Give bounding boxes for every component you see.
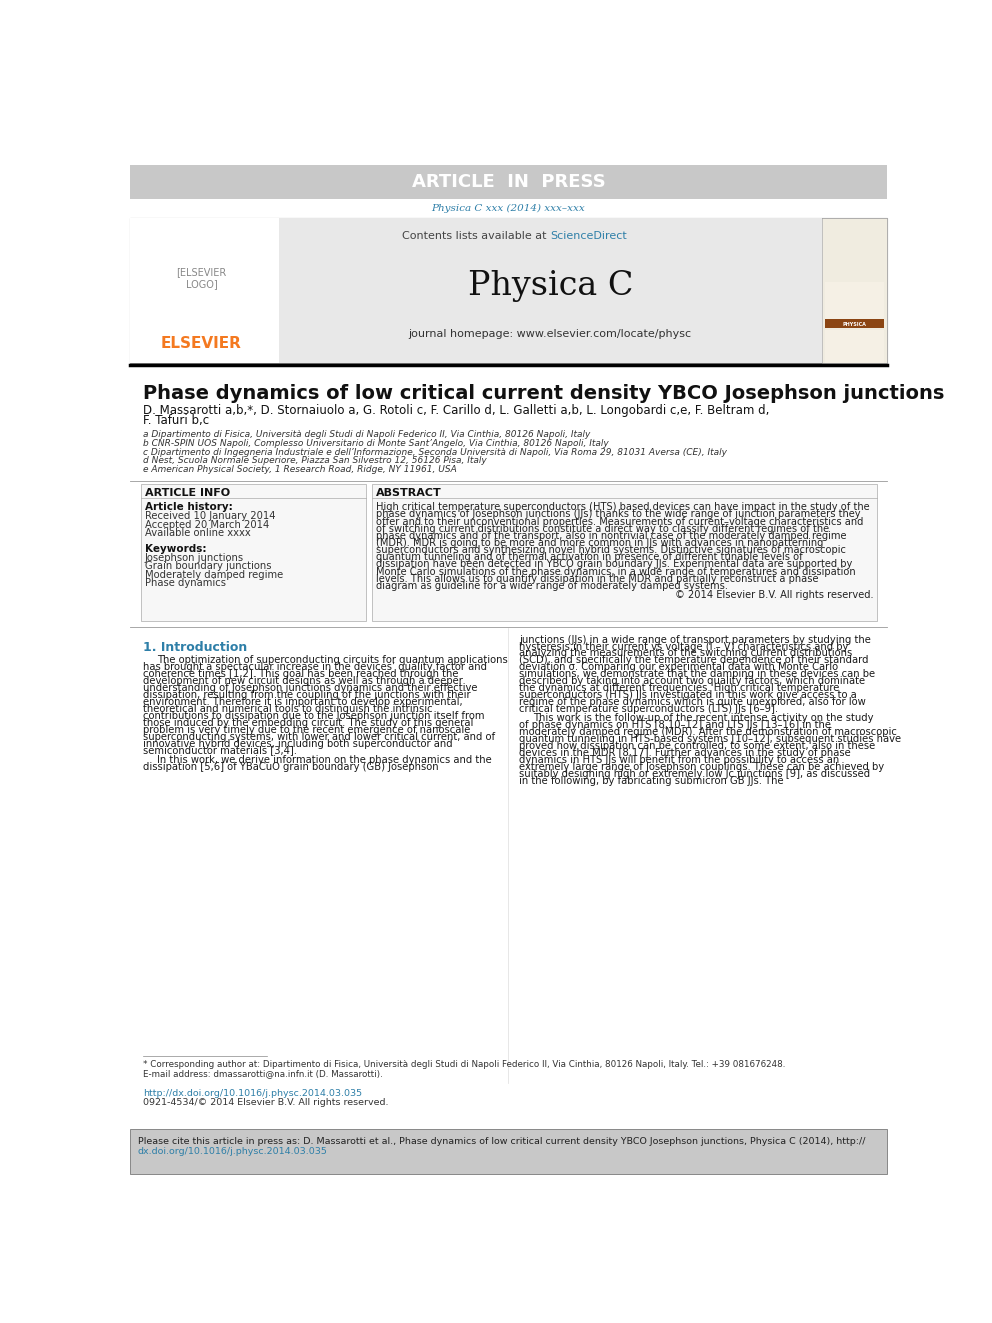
Text: regime of the phase dynamics which is quite unexplored, also for low: regime of the phase dynamics which is qu… [519, 697, 866, 706]
Text: Please cite this article in press as: D. Massarotti et al., Phase dynamics of lo: Please cite this article in press as: D.… [138, 1136, 865, 1146]
Text: quantum tunneling in HTS-based systems [10–12], subsequent studies have: quantum tunneling in HTS-based systems [… [519, 734, 902, 744]
Text: Contents lists available at: Contents lists available at [402, 230, 551, 241]
Text: 0921-4534/© 2014 Elsevier B.V. All rights reserved.: 0921-4534/© 2014 Elsevier B.V. All right… [144, 1098, 389, 1107]
Text: hysteresis in their current vs voltage (I – V) characteristics and by: hysteresis in their current vs voltage (… [519, 642, 848, 651]
Text: of switching current distributions constitute a direct way to classify different: of switching current distributions const… [376, 524, 829, 533]
Text: coherence times [1,2]. This goal has been reached through the: coherence times [1,2]. This goal has bee… [144, 669, 459, 679]
Text: a Dipartimento di Fisica, Università degli Studi di Napoli Federico II, Via Cint: a Dipartimento di Fisica, Università deg… [144, 430, 591, 439]
Text: theoretical and numerical tools to distinguish the intrinsic: theoretical and numerical tools to disti… [144, 704, 433, 714]
Text: F. Tafuri b,c: F. Tafuri b,c [144, 414, 209, 427]
Text: ARTICLE  IN  PRESS: ARTICLE IN PRESS [412, 173, 605, 191]
Text: The optimization of superconducting circuits for quantum applications: The optimization of superconducting circ… [158, 655, 508, 665]
Text: dissipation, resulting from the coupling of the junctions with their: dissipation, resulting from the coupling… [144, 691, 471, 700]
Text: D. Massarotti a,b,*, D. Stornaiuolo a, G. Rotoli c, F. Carillo d, L. Galletti a,: D. Massarotti a,b,*, D. Stornaiuolo a, G… [144, 404, 770, 417]
Text: superconducting systems, with lower and lower critical current, and of: superconducting systems, with lower and … [144, 732, 495, 742]
Bar [821, 218, 887, 363]
Text: proved how dissipation can be controlled, to some extent, also in these: proved how dissipation can be controlled… [519, 741, 876, 751]
Text: PHYSICA: PHYSICA [842, 321, 866, 327]
Text: * Corresponding author at: Dipartimento di Fisica, Università degli Studi di Nap: * Corresponding author at: Dipartimento … [144, 1060, 786, 1069]
Text: semiconductor materials [3,4].: semiconductor materials [3,4]. [144, 745, 298, 755]
Text: c Dipartimento di Ingegneria Industriale e dell’Informazione, Seconda Università: c Dipartimento di Ingegneria Industriale… [144, 447, 727, 456]
Text: Keywords:: Keywords: [145, 544, 206, 554]
Text: ABSTRACT: ABSTRACT [376, 488, 441, 499]
Bar [279, 218, 821, 363]
Text: Phase dynamics of low critical current density YBCO Josephson junctions: Phase dynamics of low critical current d… [144, 384, 944, 402]
Text: understanding of Josephson junctions dynamics and their effective: understanding of Josephson junctions dyn… [144, 683, 478, 693]
Text: moderately damped regime (MDR). After the demonstration of macroscopic: moderately damped regime (MDR). After th… [519, 728, 897, 737]
Text: innovative hybrid devices, including both superconductor and: innovative hybrid devices, including bot… [144, 738, 453, 749]
Text: in the following, by fabricating submicron GB JJs. The: in the following, by fabricating submicr… [519, 775, 784, 786]
Text: d Nest, Scuola Normale Superiore, Piazza San Silvestro 12, 56126 Pisa, Italy: d Nest, Scuola Normale Superiore, Piazza… [144, 456, 487, 466]
Text: Grain boundary junctions: Grain boundary junctions [145, 561, 272, 572]
Text: In this work, we derive information on the phase dynamics and the: In this work, we derive information on t… [158, 754, 492, 765]
Text: (MDR). MDR is going to be more and more common in JJs with advances in nanopatte: (MDR). MDR is going to be more and more … [376, 538, 823, 548]
Text: Monte Carlo simulations of the phase dynamics, in a wide range of temperatures a: Monte Carlo simulations of the phase dyn… [376, 566, 855, 577]
Text: (SCD), and specifically the temperature dependence of their standard: (SCD), and specifically the temperature … [519, 655, 869, 665]
Text: © 2014 Elsevier B.V. All rights reserved.: © 2014 Elsevier B.V. All rights reserved… [675, 590, 873, 599]
Text: journal homepage: www.elsevier.com/locate/physc: journal homepage: www.elsevier.com/locat… [409, 329, 691, 339]
Text: This work is the follow-up of the recent intense activity on the study: This work is the follow-up of the recent… [534, 713, 874, 724]
Text: offer and to their unconventional properties. Measurements of current–voltage ch: offer and to their unconventional proper… [376, 516, 863, 527]
Text: described by taking into account two quality factors, which dominate: described by taking into account two qua… [519, 676, 865, 687]
Text: Moderately damped regime: Moderately damped regime [145, 570, 283, 579]
Text: problem is very timely due to the recent emergence of nanoscale: problem is very timely due to the recent… [144, 725, 471, 734]
Text: E-mail address: dmassarotti@na.infn.it (D. Massarotti).: E-mail address: dmassarotti@na.infn.it (… [144, 1069, 383, 1078]
Text: analyzing the measurements of the switching current distributions: analyzing the measurements of the switch… [519, 648, 852, 659]
Text: Josephson junctions: Josephson junctions [145, 553, 244, 564]
Text: has brought a spectacular increase in the devices’ quality factor and: has brought a spectacular increase in th… [144, 663, 487, 672]
Bar [130, 218, 279, 363]
Text: quantum tunneling and of thermal activation in presence of different tunable lev: quantum tunneling and of thermal activat… [376, 552, 803, 562]
Bar [824, 282, 884, 320]
Bar [372, 484, 877, 620]
Text: dissipation have been detected in YBCO grain boundary JJs. Experimental data are: dissipation have been detected in YBCO g… [376, 560, 852, 569]
Text: Received 10 January 2014: Received 10 January 2014 [145, 512, 276, 521]
Text: High critical temperature superconductors (HTS) based devices can have impact in: High critical temperature superconductor… [376, 503, 870, 512]
Text: b CNR-SPIN UOS Napoli, Complesso Universitario di Monte Sant’Angelo, Via Cinthia: b CNR-SPIN UOS Napoli, Complesso Univers… [144, 439, 609, 447]
Text: 1. Introduction: 1. Introduction [144, 640, 248, 654]
Text: Physica C xxx (2014) xxx–xxx: Physica C xxx (2014) xxx–xxx [432, 204, 585, 213]
Text: superconductors and synthesizing novel hybrid systems. Distinctive signatures of: superconductors and synthesizing novel h… [376, 545, 846, 556]
Text: superconductors (HTS) JJs investigated in this work give access to a: superconductors (HTS) JJs investigated i… [519, 691, 857, 700]
Text: phase dynamics and of the transport, also in nontrivial case of the moderately d: phase dynamics and of the transport, als… [376, 531, 846, 541]
Text: Accepted 20 March 2014: Accepted 20 March 2014 [145, 520, 269, 531]
Bar [824, 329, 884, 363]
Text: environment. Therefore it is important to develop experimental,: environment. Therefore it is important t… [144, 697, 463, 706]
Text: ScienceDirect: ScienceDirect [551, 230, 627, 241]
Text: ARTICLE INFO: ARTICLE INFO [145, 488, 230, 499]
Text: deviation σ. Comparing our experimental data with Monte Carlo: deviation σ. Comparing our experimental … [519, 663, 838, 672]
Text: critical temperature superconductors (LTS) JJs [6–9].: critical temperature superconductors (LT… [519, 704, 779, 714]
Text: Phase dynamics: Phase dynamics [145, 578, 226, 589]
Text: simulations, we demonstrate that the damping in these devices can be: simulations, we demonstrate that the dam… [519, 669, 875, 679]
Text: phase dynamics of Josephson junctions (JJs) thanks to the wide range of junction: phase dynamics of Josephson junctions (J… [376, 509, 860, 520]
Text: Physica C: Physica C [467, 270, 633, 302]
Text: [ELSEVIER
LOGO]: [ELSEVIER LOGO] [177, 267, 226, 288]
Text: diagram as guideline for a wide range of moderately damped systems.: diagram as guideline for a wide range of… [376, 581, 728, 591]
Text: development of new circuit designs as well as through a deeper: development of new circuit designs as we… [144, 676, 463, 687]
Text: e American Physical Society, 1 Research Road, Ridge, NY 11961, USA: e American Physical Society, 1 Research … [144, 466, 457, 474]
Text: dissipation [5,6] of YBaCuO grain boundary (GB) Josephson: dissipation [5,6] of YBaCuO grain bounda… [144, 762, 439, 771]
Text: the dynamics at different frequencies. High critical temperature: the dynamics at different frequencies. H… [519, 683, 839, 693]
Text: those induced by the embedding circuit. The study of this general: those induced by the embedding circuit. … [144, 718, 474, 728]
Text: levels. This allows us to quantify dissipation in the MDR and partially reconstr: levels. This allows us to quantify dissi… [376, 574, 818, 583]
Bar [130, 1129, 887, 1174]
Text: of phase dynamics on HTS [8,10–12] and LTS JJs [13–16] in the: of phase dynamics on HTS [8,10–12] and L… [519, 720, 831, 730]
Text: extremely large range of Josephson couplings. These can be achieved by: extremely large range of Josephson coupl… [519, 762, 885, 771]
Bar [141, 484, 366, 620]
Bar [824, 319, 884, 328]
Bar [130, 165, 887, 198]
Text: suitably designing high or extremely low Jc junctions [9], as discussed: suitably designing high or extremely low… [519, 769, 870, 779]
Text: http://dx.doi.org/10.1016/j.physc.2014.03.035: http://dx.doi.org/10.1016/j.physc.2014.0… [144, 1089, 362, 1098]
Text: contributions to dissipation due to the Josephson junction itself from: contributions to dissipation due to the … [144, 710, 485, 721]
Bar [130, 218, 887, 363]
Text: dynamics in HTS JJs will benefit from the possibility to access an: dynamics in HTS JJs will benefit from th… [519, 754, 839, 765]
Text: dx.doi.org/10.1016/j.physc.2014.03.035: dx.doi.org/10.1016/j.physc.2014.03.035 [138, 1147, 327, 1156]
Text: junctions (JJs) in a wide range of transport parameters by studying the: junctions (JJs) in a wide range of trans… [519, 635, 871, 644]
Text: Available online xxxx: Available online xxxx [145, 528, 251, 538]
Text: devices in the MDR [8,17]. Further advances in the study of phase: devices in the MDR [8,17]. Further advan… [519, 747, 851, 758]
Text: ELSEVIER: ELSEVIER [161, 336, 242, 351]
Text: Article history:: Article history: [145, 503, 233, 512]
